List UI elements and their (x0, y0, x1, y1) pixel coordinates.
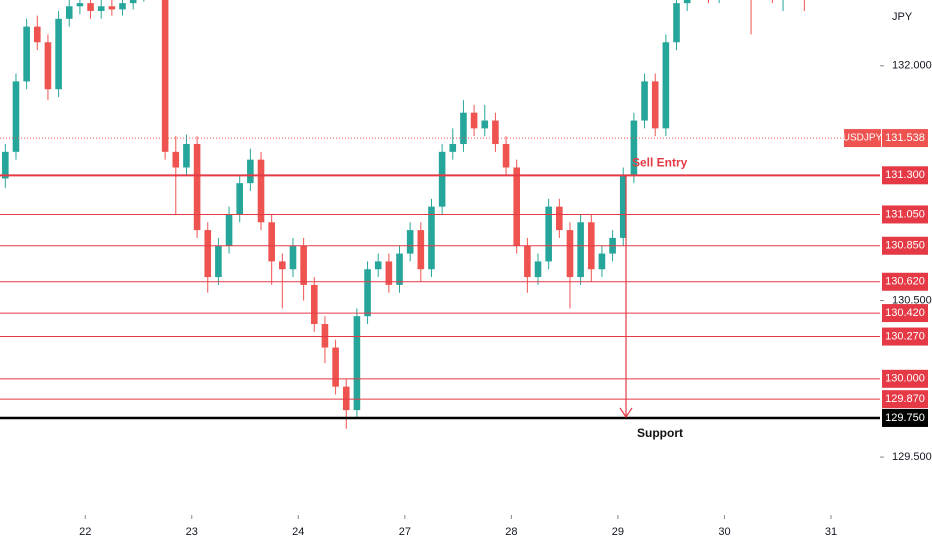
candle-body (108, 6, 116, 10)
x-tick-label: 28 (505, 526, 517, 538)
candle-body (257, 159, 265, 223)
candle-body (55, 18, 62, 90)
candle-body (438, 151, 446, 207)
candle-body (247, 159, 254, 184)
candle-body (683, 0, 691, 4)
level-box (882, 304, 928, 323)
candle-body (129, 0, 137, 4)
level-box (882, 236, 928, 255)
candle-body (119, 3, 126, 10)
candle-body (12, 81, 20, 152)
candle-body (566, 230, 574, 278)
level-label: 130.000 (885, 373, 925, 385)
candle-body (23, 26, 30, 82)
candle-body (364, 269, 371, 317)
x-tick-label: 24 (292, 526, 304, 538)
candle-body (619, 175, 627, 238)
x-tick-label: 22 (79, 526, 91, 538)
candle-body (524, 245, 531, 278)
candle-body (353, 316, 361, 411)
candle-body (673, 3, 680, 43)
candle-body (289, 245, 297, 270)
level-box (882, 272, 928, 291)
annotation: Sell Entry (632, 155, 688, 169)
candle-body (598, 253, 606, 270)
candle-body (651, 81, 659, 129)
candle-body (279, 261, 286, 270)
candle-body (577, 222, 584, 278)
candle-body (44, 42, 52, 90)
x-tick-label: 23 (186, 526, 198, 538)
candle-body (87, 3, 94, 11)
candle-body (460, 112, 467, 145)
level-box (882, 205, 928, 224)
candle-body (268, 222, 275, 262)
candle-body (406, 230, 414, 254)
candle-body (193, 144, 201, 231)
level-label: 130.850 (885, 240, 925, 252)
level-box (882, 166, 928, 185)
level-label: 129.750 (885, 412, 925, 424)
candle-body (225, 214, 233, 246)
candle-body (502, 144, 510, 168)
candle-body (332, 347, 339, 387)
current-price-label: 131.538 (885, 132, 925, 144)
candle-body (641, 81, 648, 121)
level-label: 129.870 (885, 393, 925, 405)
annotation: Support (637, 426, 683, 440)
y-tick-label: 130.500 (892, 294, 932, 306)
y-tick-label: 132.000 (892, 60, 932, 72)
level-box (882, 390, 928, 409)
candle-body (172, 151, 180, 168)
candle-body (33, 26, 41, 43)
candle-body (662, 42, 670, 129)
candle-body (2, 151, 9, 179)
arrow-head (619, 407, 633, 419)
level-label: 130.420 (885, 307, 925, 319)
candle-body (97, 6, 105, 11)
level-label: 130.620 (885, 276, 925, 288)
candle-body (161, 0, 169, 152)
currency-label: JPY (892, 11, 913, 23)
candle-body (374, 261, 382, 270)
x-tick-label: 31 (825, 526, 837, 538)
level-label: 130.270 (885, 330, 925, 342)
candle-body (545, 206, 552, 262)
candle-body (310, 284, 318, 325)
symbol-label: USDJPY (843, 133, 883, 144)
candle-body (449, 144, 457, 152)
candle-body (428, 206, 435, 270)
level-label: 131.050 (885, 208, 925, 220)
level-box (882, 327, 928, 346)
candle-body (385, 261, 393, 285)
candle-body (417, 230, 425, 270)
x-tick-label: 27 (399, 526, 411, 538)
x-tick-label: 29 (612, 526, 624, 538)
candle-body (396, 253, 403, 285)
candle-body (236, 183, 244, 215)
level-box (882, 369, 928, 388)
candle-body (342, 386, 350, 411)
candle-body (481, 120, 489, 129)
x-tick-label: 30 (718, 526, 730, 538)
candle-body (630, 120, 638, 176)
symbol-box (844, 129, 881, 148)
candle-body (76, 3, 84, 7)
candle-body (492, 120, 499, 145)
level-label: 131.300 (885, 169, 925, 181)
current-price-box (882, 129, 928, 148)
candle-body (204, 230, 212, 278)
candle-body (321, 324, 329, 348)
candle-body (556, 206, 563, 231)
candle-body (513, 167, 521, 246)
y-tick-label: 129.500 (892, 451, 932, 463)
candle-body (470, 112, 478, 129)
candle-body (65, 6, 73, 19)
level-box (882, 408, 928, 427)
candle-body (215, 245, 222, 278)
candle-body (183, 144, 190, 168)
candle-body (300, 245, 307, 285)
candle-body (534, 261, 542, 278)
